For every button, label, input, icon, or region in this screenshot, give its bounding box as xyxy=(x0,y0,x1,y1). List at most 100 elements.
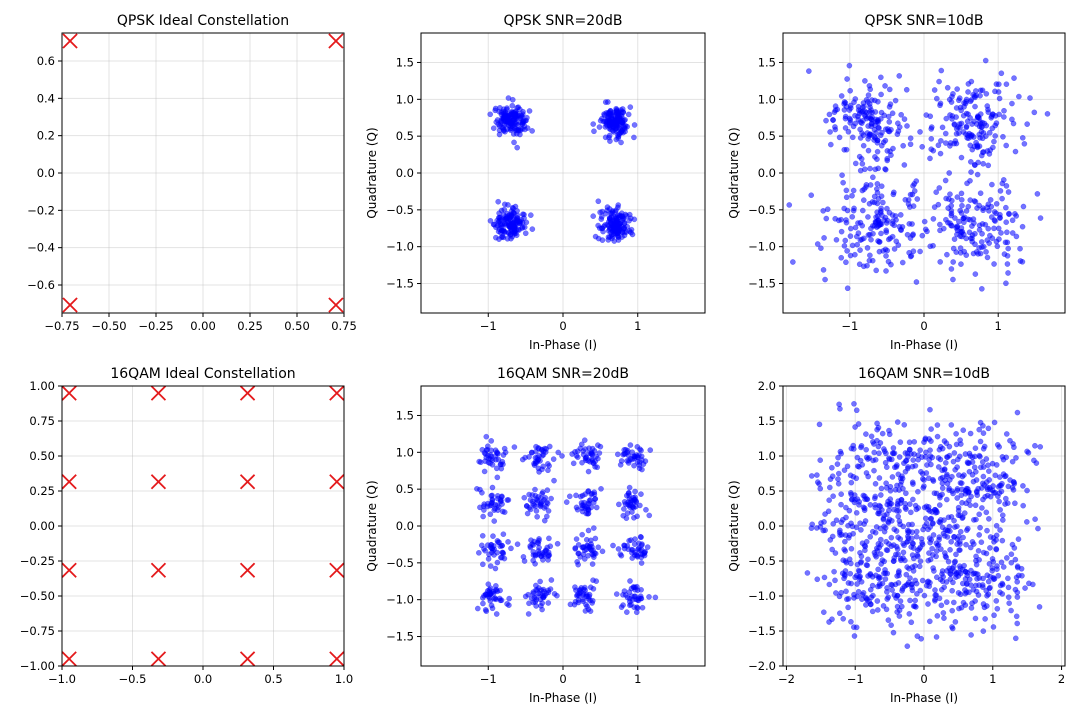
received-point xyxy=(829,546,835,553)
received-point xyxy=(611,214,617,220)
received-point xyxy=(991,612,997,619)
received-point xyxy=(867,502,874,508)
received-point xyxy=(615,237,622,243)
received-point xyxy=(907,141,914,148)
received-point xyxy=(826,497,832,503)
received-point xyxy=(574,506,581,513)
received-point xyxy=(951,559,958,566)
received-point xyxy=(1013,455,1019,461)
received-point xyxy=(980,243,987,250)
received-point xyxy=(642,548,648,555)
received-point xyxy=(981,443,988,450)
received-point xyxy=(975,251,981,257)
received-point xyxy=(831,568,837,575)
x-tick-label: −0.50 xyxy=(91,319,126,333)
received-point xyxy=(891,246,898,252)
received-point xyxy=(868,433,875,440)
received-point xyxy=(934,422,941,428)
received-point xyxy=(596,124,603,130)
received-point xyxy=(1019,259,1026,265)
received-point xyxy=(968,78,975,85)
received-point xyxy=(511,210,518,217)
received-point xyxy=(518,112,525,119)
received-point xyxy=(987,197,994,203)
received-point xyxy=(1003,495,1009,502)
received-point xyxy=(633,609,640,616)
ideal-point xyxy=(329,474,344,490)
received-point xyxy=(489,496,496,503)
received-point xyxy=(548,495,554,502)
received-point xyxy=(504,105,510,111)
received-point xyxy=(944,527,950,534)
received-point xyxy=(523,503,530,509)
received-point xyxy=(539,466,545,473)
received-point xyxy=(926,457,933,463)
received-point xyxy=(841,146,848,153)
y-tick-label: 0.6 xyxy=(37,54,55,68)
received-point xyxy=(847,252,854,259)
received-point xyxy=(915,488,921,495)
received-point xyxy=(940,225,947,232)
ideal-point xyxy=(239,474,256,490)
received-point xyxy=(587,584,594,591)
received-point xyxy=(533,508,540,514)
received-point xyxy=(919,454,925,460)
received-point xyxy=(980,575,986,582)
received-point xyxy=(846,507,853,514)
received-point xyxy=(495,198,501,205)
received-point xyxy=(620,129,626,136)
received-point xyxy=(893,528,900,534)
received-point xyxy=(951,236,958,242)
received-point xyxy=(854,581,860,587)
received-point xyxy=(829,464,835,471)
grid xyxy=(421,386,705,666)
data-marks xyxy=(62,33,344,313)
data-marks xyxy=(474,433,659,617)
received-point xyxy=(882,83,888,89)
received-point xyxy=(858,444,864,451)
received-point xyxy=(942,140,949,146)
received-point xyxy=(629,555,636,561)
received-point xyxy=(871,441,877,447)
y-tick-label: 1.5 xyxy=(758,55,776,69)
received-point xyxy=(638,587,644,593)
received-point xyxy=(616,220,623,227)
y-tick-label: 1.0 xyxy=(396,92,414,106)
ideal-point xyxy=(62,562,77,578)
panel-title: QPSK Ideal Constellation xyxy=(117,13,289,29)
received-point xyxy=(1005,245,1012,252)
received-point xyxy=(555,449,562,456)
received-point xyxy=(838,491,844,497)
received-point xyxy=(939,445,946,452)
received-point xyxy=(848,479,855,486)
received-point xyxy=(992,122,999,129)
received-point xyxy=(595,198,602,205)
received-point xyxy=(936,534,943,540)
received-point xyxy=(894,573,900,579)
y-axis-label: Quadrature (Q) xyxy=(727,127,741,218)
received-point xyxy=(868,225,874,232)
received-point xyxy=(991,261,997,267)
received-point xyxy=(512,203,519,210)
x-tick-label: 1 xyxy=(995,319,1002,333)
received-point xyxy=(962,576,969,582)
received-point xyxy=(880,515,887,522)
received-point xyxy=(963,589,970,595)
received-point xyxy=(866,455,873,461)
received-point xyxy=(974,171,981,178)
received-point xyxy=(604,204,611,210)
y-tick-label: −0.75 xyxy=(20,624,55,638)
received-point xyxy=(937,576,944,583)
received-point xyxy=(968,582,974,588)
received-point xyxy=(1003,183,1010,189)
received-point xyxy=(848,580,855,587)
received-point xyxy=(958,261,964,267)
received-point xyxy=(987,493,994,500)
received-point xyxy=(843,514,849,521)
y-tick-label: −1.5 xyxy=(748,277,776,291)
received-point xyxy=(1003,81,1010,88)
received-point xyxy=(978,464,984,471)
x-tick-label: 1.0 xyxy=(335,672,353,686)
received-point xyxy=(592,535,599,542)
received-point xyxy=(859,207,866,214)
